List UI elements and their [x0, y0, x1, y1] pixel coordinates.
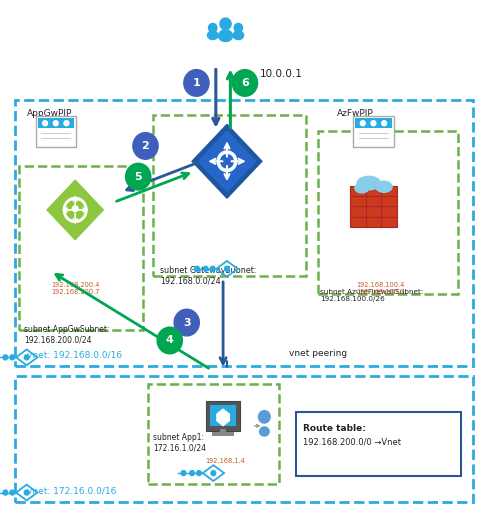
FancyBboxPatch shape: [354, 118, 391, 129]
Circle shape: [189, 471, 194, 476]
Circle shape: [181, 471, 185, 476]
Polygon shape: [47, 180, 103, 240]
FancyBboxPatch shape: [38, 118, 74, 129]
Text: subnet GatewaySubnet:
192.168.0.0/24: subnet GatewaySubnet: 192.168.0.0/24: [160, 266, 256, 286]
Circle shape: [63, 198, 87, 222]
Text: 4: 4: [166, 335, 173, 346]
Circle shape: [195, 266, 199, 271]
Circle shape: [211, 471, 215, 476]
Circle shape: [24, 490, 29, 495]
Text: vnet: 172.16.0.0/16: vnet: 172.16.0.0/16: [27, 486, 116, 495]
Ellipse shape: [218, 30, 232, 41]
Text: 192.168.100.4
192.168.100.7: 192.168.100.4 192.168.100.7: [356, 282, 404, 294]
Text: vnet: 192.168.0.0/16: vnet: 192.168.0.0/16: [27, 350, 121, 359]
Text: Route table:: Route table:: [302, 424, 365, 433]
Circle shape: [10, 355, 15, 360]
Polygon shape: [198, 131, 255, 191]
Text: AzFwPIP: AzFwPIP: [336, 109, 373, 118]
FancyBboxPatch shape: [212, 432, 233, 436]
Ellipse shape: [207, 31, 217, 39]
Circle shape: [174, 309, 199, 336]
Circle shape: [232, 70, 257, 96]
Text: subnet AppGwSubnet:
192.168.200.0/24: subnet AppGwSubnet: 192.168.200.0/24: [24, 325, 109, 345]
Circle shape: [157, 327, 182, 354]
Polygon shape: [192, 124, 261, 198]
Circle shape: [196, 471, 201, 476]
Circle shape: [53, 121, 58, 126]
Text: 192.168.200.0/0 →Vnet: 192.168.200.0/0 →Vnet: [302, 438, 400, 447]
Text: 192.168.200.4
192.168.200.7: 192.168.200.4 192.168.200.7: [51, 282, 99, 294]
FancyBboxPatch shape: [206, 401, 239, 431]
FancyBboxPatch shape: [36, 116, 76, 147]
Circle shape: [208, 24, 216, 32]
Ellipse shape: [375, 181, 391, 193]
Circle shape: [224, 266, 229, 271]
FancyBboxPatch shape: [352, 116, 393, 147]
Bar: [15, 376, 472, 502]
Circle shape: [3, 490, 8, 495]
Circle shape: [3, 355, 8, 360]
Circle shape: [43, 121, 47, 126]
Circle shape: [210, 266, 214, 271]
Circle shape: [203, 266, 208, 271]
Circle shape: [125, 163, 151, 190]
Text: subnet App1:
172.16.1.0/24: subnet App1: 172.16.1.0/24: [152, 433, 205, 452]
Circle shape: [10, 490, 15, 495]
Bar: [148, 384, 278, 484]
Ellipse shape: [354, 183, 368, 193]
Text: 1: 1: [192, 78, 200, 88]
Text: 6: 6: [241, 78, 248, 88]
Circle shape: [381, 121, 386, 126]
Circle shape: [64, 121, 69, 126]
Circle shape: [133, 133, 158, 159]
Text: 2: 2: [141, 141, 149, 151]
FancyBboxPatch shape: [209, 406, 236, 426]
Polygon shape: [216, 409, 229, 425]
Circle shape: [370, 121, 375, 126]
FancyBboxPatch shape: [295, 412, 460, 476]
FancyBboxPatch shape: [349, 185, 396, 227]
FancyBboxPatch shape: [219, 429, 226, 434]
Text: AppGwPIP: AppGwPIP: [27, 109, 72, 118]
Text: 10.0.0.1: 10.0.0.1: [259, 69, 302, 79]
Text: 3: 3: [182, 317, 190, 328]
Circle shape: [72, 206, 78, 211]
Text: 5: 5: [134, 172, 142, 182]
Text: vnet peering: vnet peering: [288, 349, 346, 358]
Circle shape: [360, 121, 364, 126]
Text: 192.168.1.4: 192.168.1.4: [205, 458, 245, 464]
Ellipse shape: [356, 176, 379, 190]
Circle shape: [183, 70, 209, 96]
Text: subnet AzureFirewallSubnet:
192.168.100.0/26: subnet AzureFirewallSubnet: 192.168.100.…: [319, 289, 423, 302]
Circle shape: [220, 155, 233, 168]
Circle shape: [258, 411, 270, 423]
Ellipse shape: [233, 31, 243, 39]
Circle shape: [217, 151, 236, 172]
Circle shape: [234, 24, 242, 32]
Bar: [19, 166, 143, 330]
Circle shape: [66, 200, 84, 220]
Bar: [152, 115, 305, 276]
Bar: [317, 131, 457, 294]
Circle shape: [219, 18, 231, 30]
Circle shape: [24, 355, 29, 360]
Bar: [15, 100, 472, 366]
Ellipse shape: [259, 427, 269, 436]
